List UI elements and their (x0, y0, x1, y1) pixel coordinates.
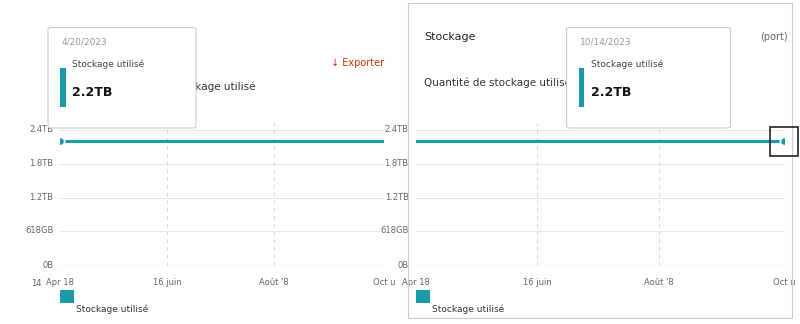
Text: 0B: 0B (42, 261, 54, 270)
Text: 16 juin: 16 juin (523, 278, 552, 287)
Text: Stockage utilisé: Stockage utilisé (76, 305, 148, 314)
Text: Stockage: Stockage (424, 32, 475, 42)
Text: Oct u: Oct u (773, 278, 795, 287)
Text: 2.2TB: 2.2TB (72, 86, 112, 99)
Text: du stockage utilisé: du stockage utilisé (157, 81, 256, 91)
Text: (port): (port) (760, 32, 788, 42)
Text: 14: 14 (30, 279, 42, 288)
Text: 618GB: 618GB (380, 226, 409, 235)
Text: Août '8: Août '8 (259, 278, 289, 287)
Text: 618GB: 618GB (25, 226, 54, 235)
Text: 2.4TB: 2.4TB (385, 125, 409, 134)
Text: 1.8TB: 1.8TB (30, 159, 54, 168)
Text: 4/20/2023: 4/20/2023 (62, 37, 107, 46)
Text: 0B: 0B (398, 261, 409, 270)
Text: 10/14/2023: 10/14/2023 (580, 37, 632, 46)
Text: Stockage utilisé: Stockage utilisé (590, 60, 663, 69)
Text: Apr 18: Apr 18 (46, 278, 74, 287)
Text: Août '8: Août '8 (644, 278, 674, 287)
Text: 1.2TB: 1.2TB (30, 193, 54, 202)
Text: Stockage utilisé: Stockage utilisé (432, 305, 504, 314)
Text: Stockage utilisé: Stockage utilisé (72, 60, 144, 69)
Text: 2.2TB: 2.2TB (590, 86, 631, 99)
Text: Oct u: Oct u (373, 278, 395, 287)
Text: 2.4TB: 2.4TB (30, 125, 54, 134)
Text: 1.2TB: 1.2TB (385, 193, 409, 202)
Text: ↓ Exporter: ↓ Exporter (331, 58, 384, 68)
Text: 16 juin: 16 juin (153, 278, 182, 287)
Text: Quantité de stockage utilisée: Quantité de stockage utilisée (424, 78, 578, 88)
Text: 1.8TB: 1.8TB (385, 159, 409, 168)
Text: Apr 18: Apr 18 (402, 278, 430, 287)
